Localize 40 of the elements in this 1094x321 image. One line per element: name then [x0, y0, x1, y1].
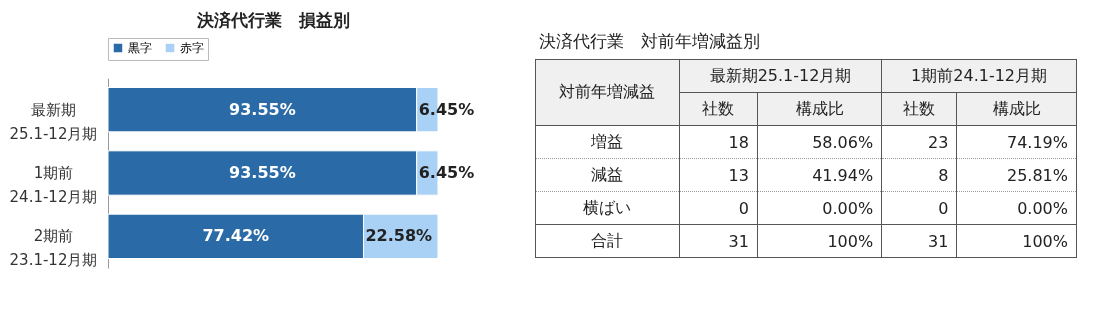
text: 合計 [535, 224, 680, 258]
data-label: 93.55% [229, 99, 296, 119]
text: 25.81% [956, 158, 1077, 192]
chart-title: 決済代行業 損益別 [195, 9, 350, 30]
text: 100% [956, 224, 1077, 258]
legend-label: 黒字 [128, 41, 152, 55]
text: 74.19% [956, 125, 1077, 159]
text: 41.94% [757, 158, 882, 192]
text: 0 [679, 191, 758, 225]
data-label: 6.45% [418, 99, 475, 119]
text: 23 [881, 125, 957, 159]
text: 構成比 [956, 92, 1077, 126]
text: 13 [679, 158, 758, 192]
text: 0.00% [956, 191, 1077, 225]
y-tick-label: 1期前 24.1-12月期 [9, 164, 98, 206]
text: 100% [757, 224, 882, 258]
text: 31 [679, 224, 758, 258]
text: 社数 [881, 92, 957, 126]
text: 58.06% [757, 125, 882, 159]
text: 減益 [535, 158, 680, 192]
text: 0 [881, 191, 957, 225]
text: 0.00% [757, 191, 882, 225]
data-label: 93.55% [229, 163, 296, 182]
text: 対前年増減益 [535, 59, 680, 126]
text: 横ばい [535, 191, 680, 225]
text: 構成比 [757, 92, 882, 126]
text: 増益 [535, 125, 680, 159]
text: 社数 [679, 92, 758, 126]
text: 8 [881, 158, 957, 192]
data-label: 77.42% [202, 226, 270, 246]
text: 31 [881, 224, 957, 258]
y-tick-label: 最新期 25.1-12月期 [9, 100, 98, 143]
text: 18 [679, 125, 758, 159]
y-tick-label: 2期前 23.1-12月期 [9, 227, 98, 270]
text: 決済代行業 対前年増減益別 [539, 30, 761, 53]
data-label: 22.58% [365, 226, 433, 246]
text: 最新期25.1-12月期 [679, 59, 882, 93]
text: 1期前24.1-12月期 [881, 59, 1077, 93]
legend-label: 赤字 [180, 41, 204, 55]
data-label: 6.45% [418, 163, 475, 182]
